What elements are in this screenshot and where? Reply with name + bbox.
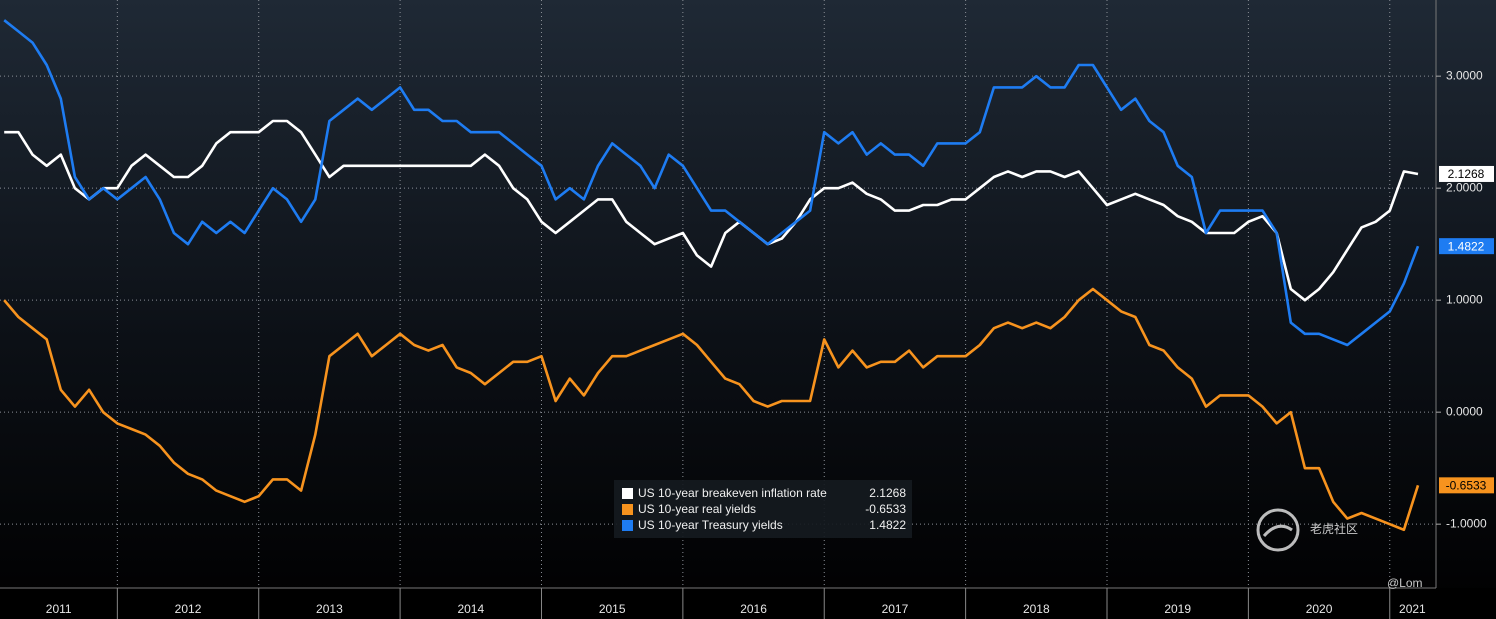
value-tag [1439,165,1494,182]
legend-label: US 10-year breakeven inflation rate [638,486,827,500]
value-tag-label: 2.1268 [1448,167,1485,181]
watermark: 老虎社区 @Lom [1256,508,1423,590]
y-tick-label: -1.0000 [1446,516,1487,530]
legend-swatch [622,520,633,531]
legend-label: US 10-year real yields [638,502,756,516]
x-tick-label: 2011 [46,602,72,616]
legend-box [614,480,912,538]
legend-swatch [622,504,633,515]
value-tag [1439,238,1494,255]
series-line [3,19,1420,347]
x-tick-label: 2018 [1023,602,1050,616]
x-tick-label: 2020 [1306,602,1333,616]
x-tick-label: 2017 [882,602,909,616]
watermark-text: 老虎社区 [1310,521,1358,536]
y-tick-label: 0.0000 [1446,404,1483,418]
value-tag [1439,477,1494,494]
legend-label: US 10-year Treasury yields [638,518,783,532]
x-axis-band [0,588,1496,619]
x-tick-label: 2012 [175,602,202,616]
y-tick-label: 1.0000 [1446,292,1483,306]
x-tick-label: 2014 [457,602,484,616]
legend-value: 1.4822 [869,518,906,532]
x-tick-label: 2015 [599,602,626,616]
legend: US 10-year breakeven inflation rate 2.126… [614,480,912,538]
y-tick-label: 3.0000 [1446,68,1483,82]
watermark-handle: @Lom [1387,576,1423,590]
legend-swatch [622,488,633,499]
watermark-logo [1262,524,1293,538]
x-tick-label: 2016 [740,602,767,616]
value-tag-label: -0.6533 [1446,479,1487,493]
y-tick-label: 2.0000 [1446,180,1483,194]
legend-value: 2.1268 [869,486,906,500]
x-tick-label: 2019 [1164,602,1191,616]
x-tick-label: 2021 [1399,602,1426,616]
series-line [3,287,1420,532]
value-tag-label: 1.4822 [1448,239,1485,253]
watermark-logo [1256,508,1300,552]
series-line [4,119,1419,302]
x-tick-label: 2013 [316,602,343,616]
legend-value: -0.6533 [865,502,906,516]
